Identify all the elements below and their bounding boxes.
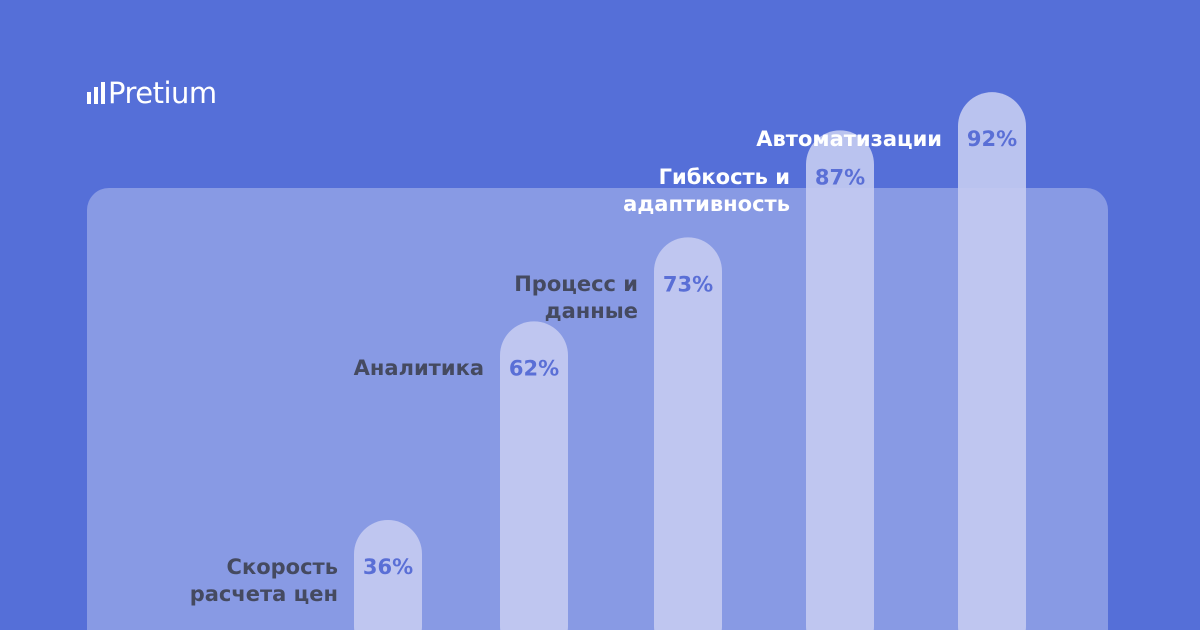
category-label: Гибкость и адаптивность <box>623 165 790 217</box>
category-label: Автоматизации <box>756 127 942 152</box>
category-label: Скорость расчета цен <box>189 555 338 606</box>
brand: Pretium <box>108 76 217 110</box>
bar <box>354 520 422 630</box>
bar <box>806 130 874 630</box>
bar <box>500 321 568 630</box>
value-label: 87% <box>815 165 865 189</box>
bar <box>958 92 1026 630</box>
bar <box>654 237 722 630</box>
value-label: 92% <box>967 127 1017 151</box>
category-label: Аналитика <box>353 356 484 381</box>
category-label: Процесс и данные <box>514 272 638 324</box>
value-label: 36% <box>363 555 413 579</box>
value-label: 73% <box>663 272 713 296</box>
logo-icon <box>87 82 105 104</box>
value-label: 62% <box>509 356 559 380</box>
